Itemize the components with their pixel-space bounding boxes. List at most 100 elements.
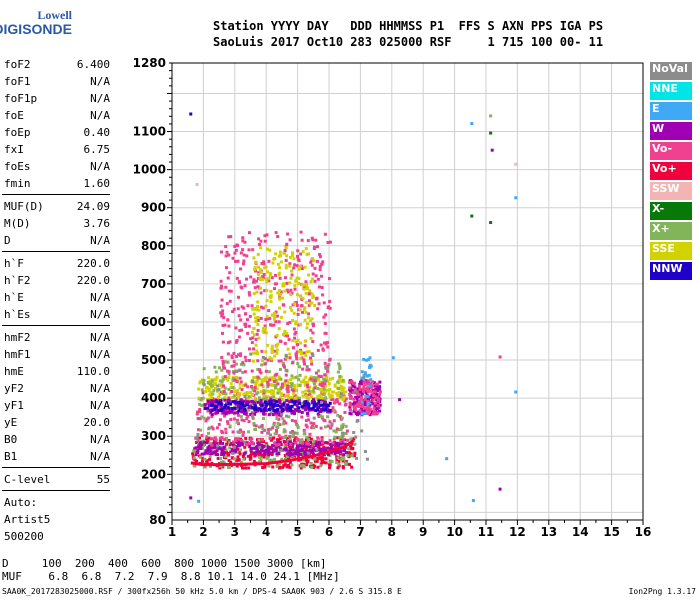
echo-point-vominus xyxy=(277,442,281,446)
echo-point-w xyxy=(304,407,308,411)
echo-point-vominus xyxy=(241,239,245,243)
echo-point-vominus xyxy=(210,425,214,429)
echo-point-vominus xyxy=(303,344,307,348)
echo-point-sse xyxy=(269,289,273,293)
echo-point-sse xyxy=(252,256,256,260)
param-divider xyxy=(2,325,110,326)
echo-point-sse xyxy=(331,376,335,380)
echo-point-xplus xyxy=(210,384,214,388)
echo-point-xplus xyxy=(218,379,222,383)
echo-point-noval xyxy=(341,434,345,438)
echo-point-xplus xyxy=(223,386,227,390)
echo-point-w xyxy=(210,452,214,456)
echo-point-sse xyxy=(299,350,303,354)
echo-point-sse xyxy=(270,351,274,355)
echo-point-sse xyxy=(305,326,309,330)
echo-point-noval xyxy=(207,427,211,431)
echo-point-vominus xyxy=(263,357,267,361)
echo-point-sse xyxy=(312,259,316,263)
echo-point-sse xyxy=(310,317,314,321)
x-tick-label: 9 xyxy=(419,525,427,539)
echo-point-nnw xyxy=(328,401,332,405)
echo-point-xplus xyxy=(290,374,294,378)
echo-point-nnw xyxy=(304,400,308,404)
param-label: B0 xyxy=(4,433,18,446)
echo-point-xplus xyxy=(327,362,331,366)
echo-point-noval xyxy=(195,436,199,440)
echo-point-xplus xyxy=(242,457,246,461)
echo-point-xplus xyxy=(272,445,276,449)
echo-point-xplus xyxy=(339,395,343,399)
echo-point-nnw xyxy=(253,407,257,411)
echo-point-nnw xyxy=(314,408,318,412)
echo-point-sse xyxy=(257,308,261,312)
echo-point-w xyxy=(374,387,378,391)
echo-point-vominus xyxy=(282,393,286,397)
echo-point-w xyxy=(212,450,216,454)
echo-point-noval xyxy=(289,431,293,435)
echo-point-w xyxy=(265,450,269,454)
echo-point-sse xyxy=(299,352,303,356)
echo-point-sse xyxy=(208,387,212,391)
echo-point-vominus xyxy=(318,383,322,387)
echo-point-e xyxy=(364,358,368,362)
echo-point-vominus xyxy=(271,426,275,430)
echo-point-voplus xyxy=(315,459,319,463)
echo-point-vominus xyxy=(358,404,362,408)
echo-point-sse xyxy=(294,279,298,283)
echo-point-vominus xyxy=(293,419,297,423)
echo-point-voplus xyxy=(248,457,252,461)
echo-point-vominus xyxy=(244,383,248,387)
echo-point-xplus xyxy=(281,417,285,421)
echo-point-vominus xyxy=(204,419,208,423)
echo-point-w xyxy=(278,441,282,445)
param-value: N/A xyxy=(90,75,110,88)
echo-point-sse xyxy=(285,379,289,383)
echo-point-vominus xyxy=(295,357,299,361)
echo-point-voplus xyxy=(283,454,287,458)
echo-point-vominus xyxy=(253,286,257,290)
echo-point-nnw xyxy=(317,405,321,409)
echo-point-sse xyxy=(336,393,340,397)
echo-point-w xyxy=(370,411,374,415)
echo-point-vominus xyxy=(234,340,238,344)
echo-point-vominus xyxy=(247,359,251,363)
echo-point-vominus xyxy=(213,436,217,440)
echo-point-noval xyxy=(216,384,220,388)
echo-point-sse xyxy=(305,285,309,289)
echo-point-vominus xyxy=(198,410,202,414)
echo-point-vominus xyxy=(305,368,309,372)
echo-point-vominus xyxy=(220,314,224,318)
echo-point-vominus xyxy=(352,397,356,401)
echo-point-nnw xyxy=(229,402,233,406)
echo-point-sse xyxy=(293,396,297,400)
echo-point-xplus xyxy=(296,397,300,401)
echo-point-vominus xyxy=(210,415,214,419)
echo-point-xplus xyxy=(208,464,212,468)
echo-point-vominus xyxy=(245,397,249,401)
echo-point-vominus xyxy=(263,289,267,293)
distance-row: D 100 200 400 600 800 1000 1500 3000 [km… xyxy=(2,557,327,570)
digisonde-logo: Lowell DIGISONDE xyxy=(0,8,76,42)
echo-point-sse xyxy=(220,381,224,385)
echo-point-sse xyxy=(269,300,273,304)
param-row: hmF1 N/A xyxy=(2,346,110,363)
echo-point-nnw xyxy=(219,402,223,406)
echo-point-sse xyxy=(218,392,222,396)
echo-point-vominus xyxy=(320,274,324,278)
param-label: hmF2 xyxy=(4,331,31,344)
echo-point-vominus xyxy=(317,374,321,378)
echo-point-vominus xyxy=(369,386,373,390)
echo-point-vominus xyxy=(378,392,382,396)
echo-point-nnw xyxy=(215,400,219,404)
echo-point-vominus xyxy=(361,389,365,393)
echo-point-w xyxy=(247,400,251,404)
echo-point-vominus xyxy=(376,411,380,415)
echo-point-nnw xyxy=(263,400,267,404)
echo-point-voplus xyxy=(269,438,273,442)
echo-point-xplus xyxy=(241,370,245,374)
echo-point-vominus xyxy=(274,429,278,433)
echo-point-w xyxy=(267,453,271,457)
echo-point-voplus xyxy=(191,452,195,456)
echo-point-vominus xyxy=(295,254,299,258)
